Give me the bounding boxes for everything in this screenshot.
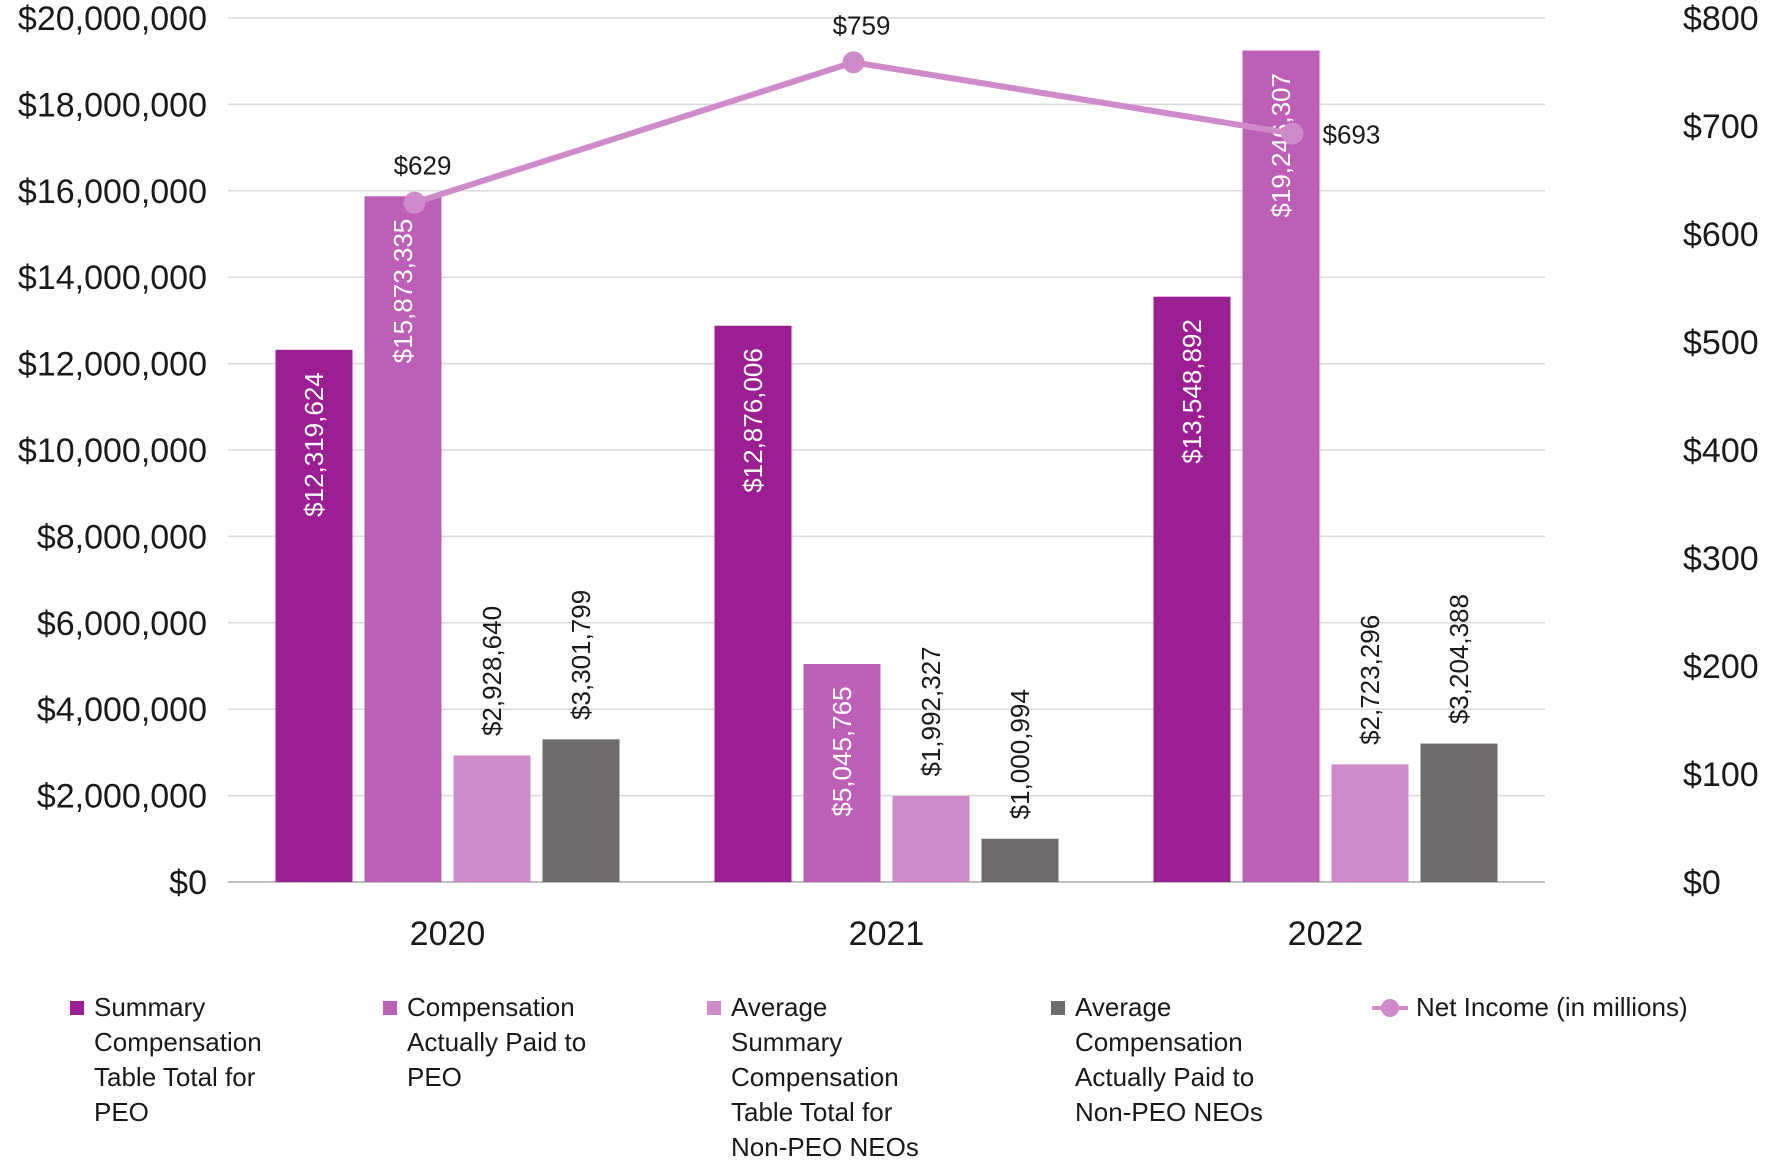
legend-label: Average Compensation Actually Paid to Non-P…: [1075, 990, 1263, 1130]
compensation-chart: $0 $2,000,000 $4,000,000 $6,000,000 $8,000,0…: [18, 0, 1759, 953]
legend-label: Summary Compensation Table Total for PEO: [94, 990, 262, 1130]
legend-label-line: PEO: [407, 1062, 462, 1092]
left-y-axis: $0 $2,000,000 $4,000,000 $6,000,000 $8,000,0…: [18, 0, 207, 902]
legend-item: Average Compensation Actually Paid to Non-P…: [1051, 990, 1263, 1130]
right-y-tick-label: $600: [1683, 216, 1759, 254]
bar: [453, 755, 531, 882]
right-y-tick-label: $0: [1683, 864, 1721, 902]
bar-data-label: $15,873,335: [388, 219, 418, 364]
left-y-tick-label: $0: [169, 864, 207, 902]
x-tick-label: 2022: [1288, 915, 1364, 953]
legend-label-line: Compensation: [731, 1062, 899, 1092]
bar-data-label: $5,045,765: [827, 686, 857, 816]
bar-data-label: $12,876,006: [738, 348, 768, 493]
net-income-data-label: $629: [394, 151, 452, 181]
bar-data-label: $2,928,640: [477, 606, 507, 736]
legend-label-line: Non-PEO NEOs: [731, 1132, 919, 1162]
net-income-polyline: [413, 59, 1293, 206]
bar-data-label: $1,992,327: [916, 646, 946, 776]
bar: [803, 664, 881, 882]
legend-label-line: Actually Paid to: [407, 1027, 587, 1057]
gridlines: [228, 17, 1545, 883]
bar: [364, 196, 442, 883]
net-income-point: [403, 191, 426, 214]
left-y-tick-label: $20,000,000: [18, 0, 207, 38]
right-y-tick-label: $100: [1683, 756, 1759, 794]
right-y-tick-label: $800: [1683, 0, 1759, 38]
legend-label: Net Income (in millions): [1416, 990, 1688, 1025]
bar: [1242, 50, 1320, 883]
legend-item: Average Summary Compensation Table Total fo…: [707, 990, 919, 1165]
right-y-tick-label: $500: [1683, 324, 1759, 362]
left-y-tick-label: $14,000,000: [18, 259, 207, 297]
x-tick-label: 2021: [849, 915, 925, 953]
left-y-tick-label: $4,000,000: [37, 691, 207, 729]
legend-line-marker: [1372, 999, 1408, 1017]
net-income-point: [842, 51, 865, 74]
left-y-tick-label: $2,000,000: [37, 778, 207, 816]
legend-label-line: PEO: [94, 1097, 149, 1127]
legend-item: Net Income (in millions): [1372, 990, 1688, 1025]
legend-swatch: [383, 1001, 397, 1015]
legend-item: Compensation Actually Paid to PEO: [383, 990, 586, 1095]
legend-label-line: Compensation: [407, 992, 575, 1022]
right-y-tick-label: $400: [1683, 432, 1759, 470]
bar-data-label: $2,723,296: [1355, 615, 1385, 745]
bar: [714, 325, 792, 882]
legend-item: Summary Compensation Table Total for PEO: [70, 990, 262, 1130]
net-income-data-label: $759: [833, 10, 891, 40]
x-tick-label: 2020: [410, 915, 486, 953]
right-y-tick-label: $300: [1683, 540, 1759, 578]
right-y-tick-label: $200: [1683, 648, 1759, 686]
bar: [275, 349, 353, 882]
legend-label: Compensation Actually Paid to PEO: [407, 990, 586, 1095]
bar: [981, 838, 1059, 882]
bar: [542, 739, 620, 882]
left-y-tick-label: $18,000,000: [18, 86, 207, 124]
bar: [892, 795, 970, 882]
left-y-tick-label: $12,000,000: [18, 346, 207, 384]
bar: [1331, 764, 1409, 882]
x-axis: 2020 2021 2022: [410, 915, 1364, 953]
legend-label-line: Compensation: [1075, 1027, 1243, 1057]
legend-label: Average Summary Compensation Table Total fo…: [731, 990, 919, 1165]
legend-label-line: Summary: [731, 1027, 843, 1057]
legend-line-dot: [1381, 999, 1399, 1017]
left-y-tick-label: $16,000,000: [18, 173, 207, 211]
legend-label-line: Net Income (in millions): [1416, 992, 1688, 1022]
bar-series: $12,319,624 $15,873,335 $2,928,640 $3,301,7…: [275, 50, 1498, 883]
legend-swatch: [707, 1001, 721, 1015]
legend-label-line: Table Total for: [94, 1062, 256, 1092]
bar-data-label: $12,319,624: [299, 372, 329, 517]
legend-label-line: Actually Paid to: [1075, 1062, 1255, 1092]
legend-label-line: Non-PEO NEOs: [1075, 1097, 1263, 1127]
bar: [1153, 296, 1231, 882]
bar-data-label: $3,204,388: [1444, 594, 1474, 724]
left-y-tick-label: $6,000,000: [37, 605, 207, 643]
legend-label-line: Compensation: [94, 1027, 262, 1057]
left-y-tick-label: $8,000,000: [37, 518, 207, 556]
bar-data-label: $1,000,994: [1005, 689, 1035, 819]
net-income-line: $629 $759 $693: [394, 10, 1381, 214]
bar-data-label: $13,548,892: [1177, 319, 1207, 464]
left-y-tick-label: $10,000,000: [18, 432, 207, 470]
legend-label-line: Summary: [94, 992, 206, 1022]
right-y-tick-label: $700: [1683, 108, 1759, 146]
legend-label-line: Average: [731, 992, 828, 1022]
right-y-axis: $0 $100 $200 $300 $400 $500 $600 $700 $800: [1683, 0, 1759, 902]
legend: Summary Compensation Table Total for PEO Com…: [0, 990, 1770, 1169]
legend-label-line: Average: [1075, 992, 1172, 1022]
legend-swatch: [1051, 1001, 1065, 1015]
bar: [1420, 743, 1498, 882]
bar-data-label: $3,301,799: [566, 590, 596, 720]
legend-swatch: [70, 1001, 84, 1015]
bar-data-label: $19,246,307: [1266, 73, 1296, 218]
net-income-point: [1281, 122, 1304, 145]
legend-label-line: Table Total for: [731, 1097, 893, 1127]
net-income-data-label: $693: [1323, 120, 1381, 150]
